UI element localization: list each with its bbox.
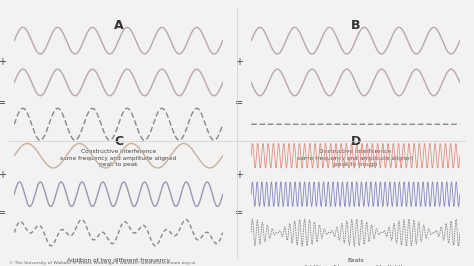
Text: C: C bbox=[114, 135, 123, 148]
Text: =: = bbox=[0, 98, 6, 108]
Text: A: A bbox=[114, 19, 123, 32]
Text: +: + bbox=[0, 170, 6, 180]
Text: =: = bbox=[0, 208, 6, 218]
Text: Constructive interference
same frequency and amplitude aligned
peak to peak: Constructive interference same frequency… bbox=[61, 149, 176, 167]
Text: Addition of two different frequency
waves: Addition of two different frequency wave… bbox=[67, 259, 170, 266]
Text: +: + bbox=[235, 170, 243, 180]
Text: +: + bbox=[0, 57, 6, 66]
Text: +: + bbox=[235, 57, 243, 66]
Text: Beats
Addition of two waves with slightly
different frequencies: Beats Addition of two waves with slightl… bbox=[304, 259, 407, 266]
Text: © The University of Waikato Te Whare Wānanga o Waikato I www.sciencelearn.org.nz: © The University of Waikato Te Whare Wān… bbox=[9, 261, 196, 265]
Text: =: = bbox=[235, 208, 243, 218]
Text: B: B bbox=[351, 19, 360, 32]
Text: =: = bbox=[235, 98, 243, 108]
Text: Destructive interference
same frequency and amplitude aligned
peak to trough: Destructive interference same frequency … bbox=[298, 149, 413, 167]
Text: D: D bbox=[350, 135, 361, 148]
